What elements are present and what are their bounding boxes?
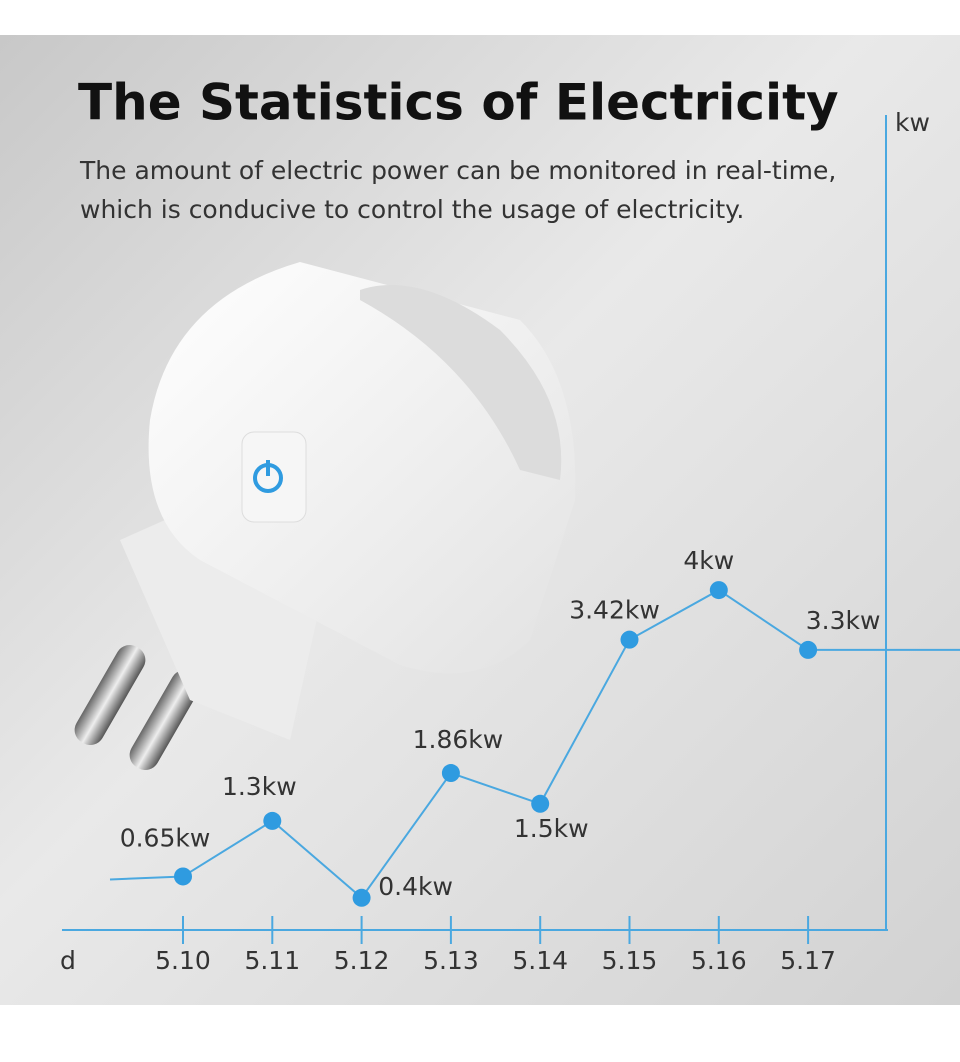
point [174,867,192,886]
x-axis-label: d [60,946,76,975]
data-label: 3.42kw [569,596,660,625]
smart-plug [74,262,576,771]
title: The Statistics of Electricity [78,74,839,132]
data-label: 1.86kw [413,725,504,754]
data-label: 0.4kw [378,872,453,901]
x-tick-label: 5.14 [512,946,568,975]
y-axis-label: kw [895,108,930,137]
point [709,581,728,600]
x-tick-label: 5.11 [244,946,300,975]
x-tick-label: 5.17 [780,946,836,975]
point [352,888,371,907]
point [799,640,818,659]
x-tick-label: 5.13 [423,946,479,975]
data-label: 4kw [683,546,734,575]
x-tick-label: 5.10 [155,946,211,975]
data-label: 1.5kw [514,814,589,843]
point [441,764,460,783]
subtitle: The amount of electric power can be moni… [79,156,836,185]
data-label: 3.3kw [806,606,881,635]
point [263,811,282,830]
point [531,794,550,813]
line [182,588,809,900]
data-label: 0.65kw [120,823,211,852]
line-lead [109,875,184,881]
subtitle: which is conducive to control the usage … [80,195,744,224]
x-tick-label: 5.12 [334,946,390,975]
data-label: 1.3kw [222,772,297,801]
x-tick-label: 5.16 [691,946,747,975]
point [620,630,639,649]
x-tick-label: 5.15 [602,946,658,975]
